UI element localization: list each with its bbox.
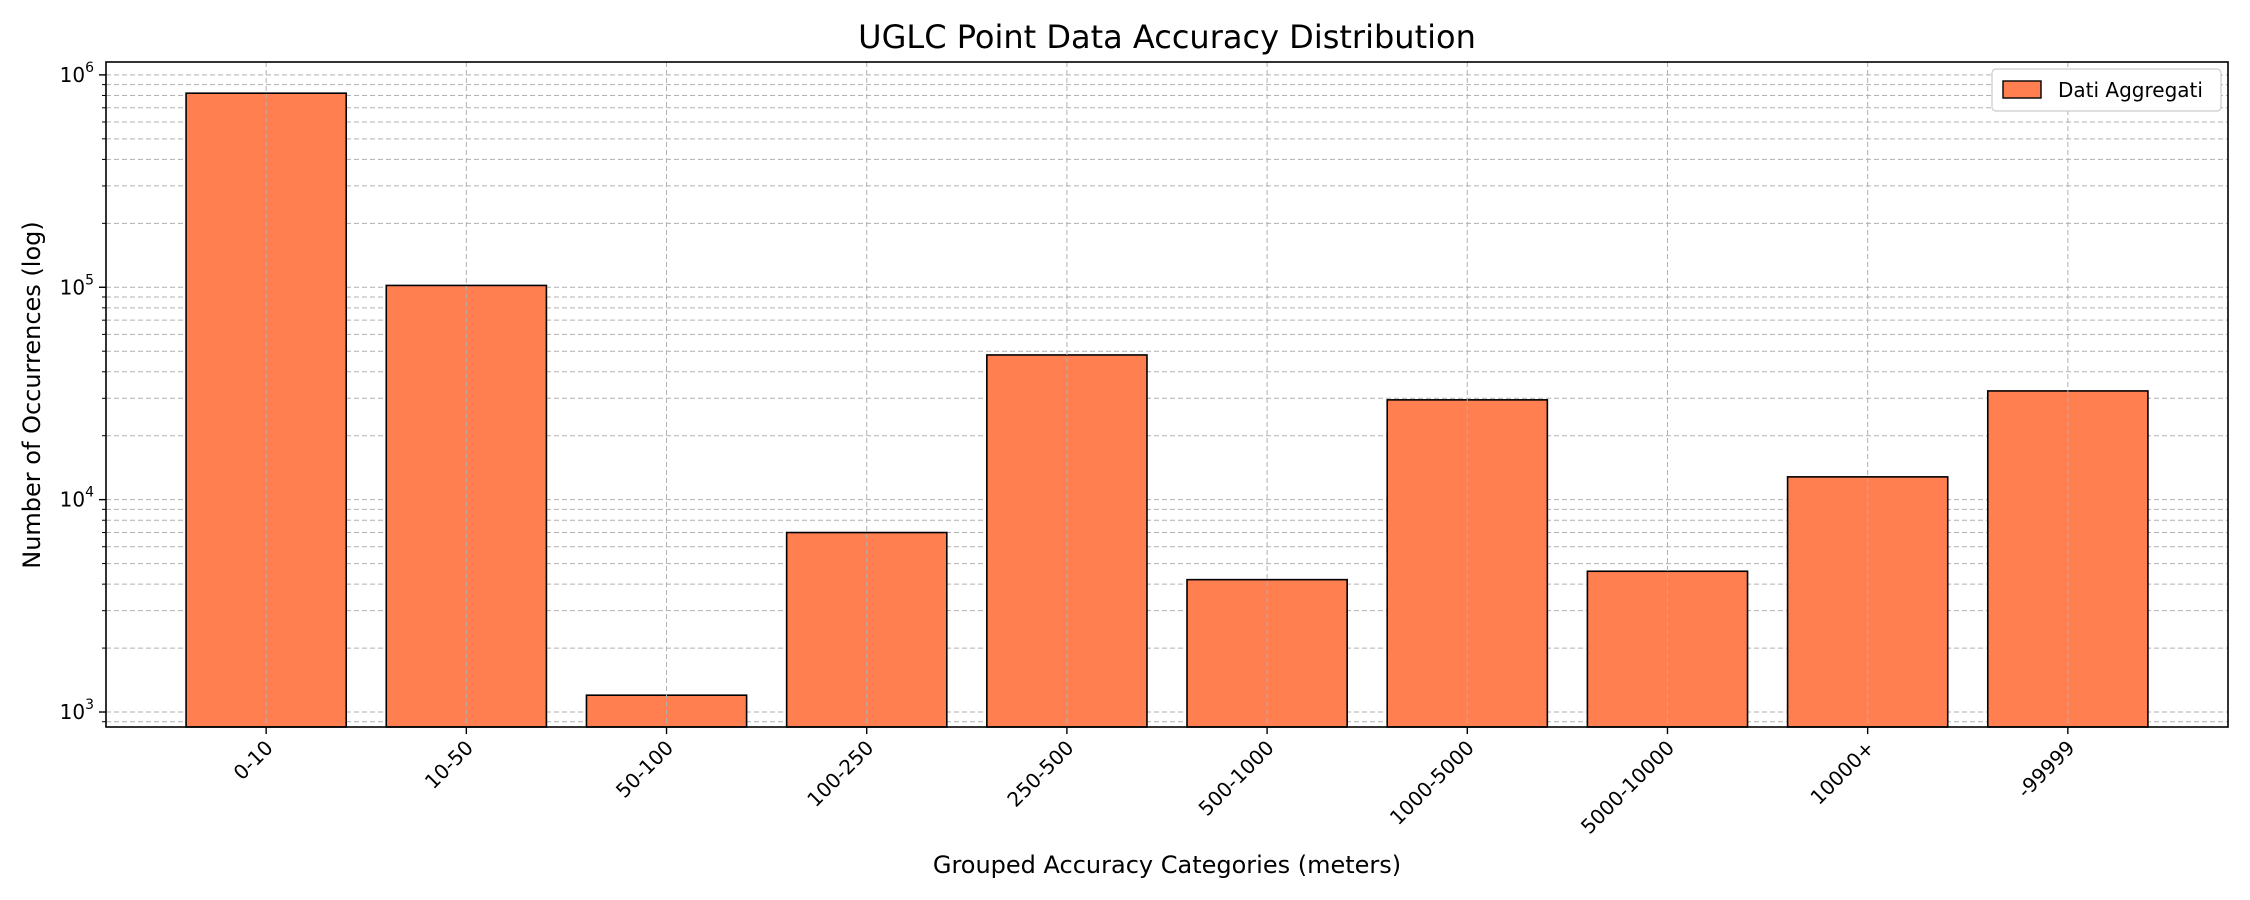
x-tick-label: 10000+ bbox=[1805, 736, 1879, 810]
x-tick-label: -99999 bbox=[2012, 736, 2079, 803]
x-grid-lines bbox=[265, 62, 2069, 727]
y-tick-label: 104 bbox=[60, 485, 94, 512]
chart-title: UGLC Point Data Accuracy Distribution bbox=[858, 18, 1476, 56]
x-tick-label: 50-100 bbox=[611, 736, 678, 803]
x-axis-label: Grouped Accuracy Categories (meters) bbox=[933, 851, 1401, 879]
x-tick-label: 0-10 bbox=[229, 736, 278, 785]
plot-frame bbox=[105, 61, 2229, 728]
legend-box bbox=[1991, 68, 2222, 112]
legend: Dati Aggregati bbox=[1991, 68, 2222, 112]
bars bbox=[185, 92, 2149, 728]
y-axis: 103 104 105 106 bbox=[60, 60, 106, 724]
legend-swatch bbox=[2002, 80, 2042, 99]
x-tick-label: 250-500 bbox=[1002, 736, 1078, 812]
y-axis-label: Number of Occurrences (log) bbox=[18, 221, 46, 568]
x-axis: 0-10 10-50 50-100 100-250 250-500 500-1000 100… bbox=[229, 727, 2079, 839]
x-tick-label: 5000-10000 bbox=[1576, 736, 1679, 839]
x-tick-label: 10-50 bbox=[420, 736, 478, 794]
legend-label: Dati Aggregati bbox=[2058, 78, 2203, 102]
y-tick-label: 103 bbox=[60, 697, 94, 724]
x-tick-label: 100-250 bbox=[802, 736, 878, 812]
y-tick-label: 106 bbox=[60, 60, 94, 87]
x-tick-label: 500-1000 bbox=[1194, 736, 1279, 821]
y-tick-label: 105 bbox=[60, 272, 94, 299]
x-tick-label: 1000-5000 bbox=[1385, 736, 1479, 830]
